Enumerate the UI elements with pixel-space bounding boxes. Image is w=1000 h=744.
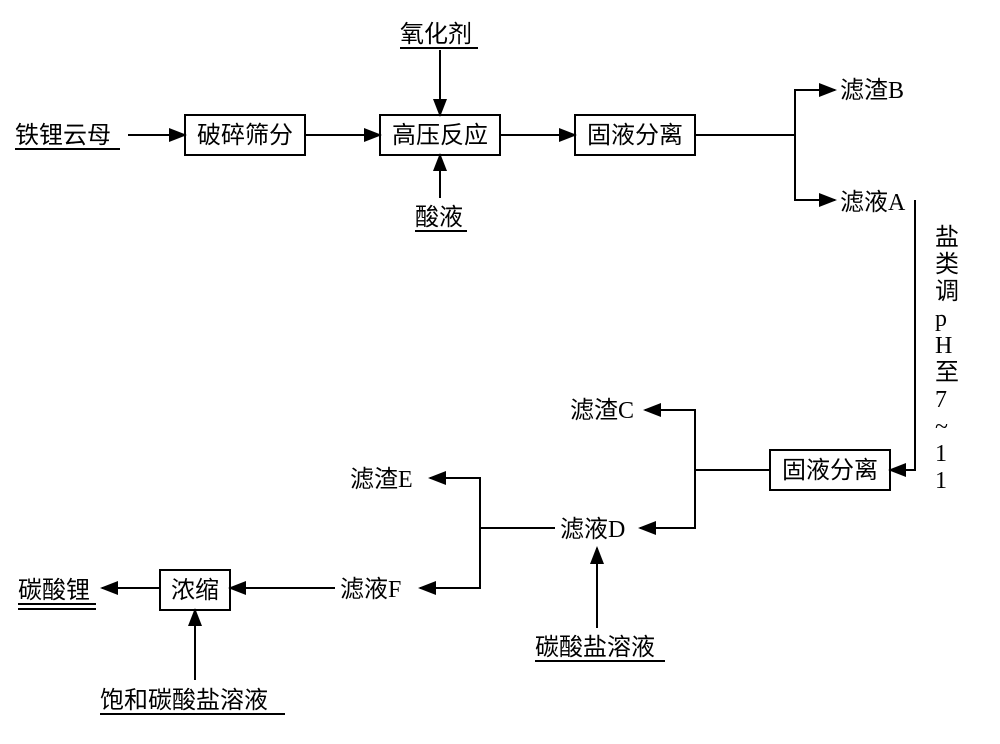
concentrate-label: 浓缩 bbox=[171, 577, 219, 604]
edge-sl_sep2-to-residue_c bbox=[645, 410, 770, 470]
sat_carbonate-label: 饱和碳酸盐溶液 bbox=[100, 687, 268, 714]
edge-filtrate_d-to-filtrate_f bbox=[420, 528, 480, 588]
filtrate_f-label: 滤液F bbox=[340, 576, 401, 603]
hp_reaction-label: 高压反应 bbox=[392, 122, 488, 149]
crush_sieve-label: 破碎筛分 bbox=[197, 122, 293, 149]
li_carbonate-label: 碳酸锂 bbox=[18, 577, 90, 604]
filtrate_d-label: 滤液D bbox=[560, 516, 625, 543]
residue_c-label: 滤渣C bbox=[570, 397, 634, 424]
salt-adjust-label: 盐类调pH至7~11 bbox=[935, 224, 959, 494]
filtrate_a-label: 滤液A bbox=[840, 189, 906, 216]
acid-label: 酸液 bbox=[415, 204, 463, 231]
carbonate_sol-label: 碳酸盐溶液 bbox=[535, 634, 655, 661]
edge-sl_sep2-to-filtrate_d bbox=[640, 470, 695, 528]
edge-sl_sep1-to-residue_b bbox=[695, 90, 835, 135]
residue_e-label: 滤渣E bbox=[350, 466, 413, 493]
edge-filtrate_a-to-sl_sep2 bbox=[890, 200, 915, 470]
sl_sep2-label: 固液分离 bbox=[782, 457, 878, 484]
sl_sep1-label: 固液分离 bbox=[587, 122, 683, 149]
input_material-label: 铁锂云母 bbox=[15, 122, 111, 149]
residue_b-label: 滤渣B bbox=[840, 77, 904, 104]
edge-filtrate_d-to-residue_e bbox=[430, 478, 555, 528]
oxidizer-label: 氧化剂 bbox=[400, 21, 472, 48]
edge-sl_sep1-to-filtrate_a bbox=[795, 135, 835, 200]
